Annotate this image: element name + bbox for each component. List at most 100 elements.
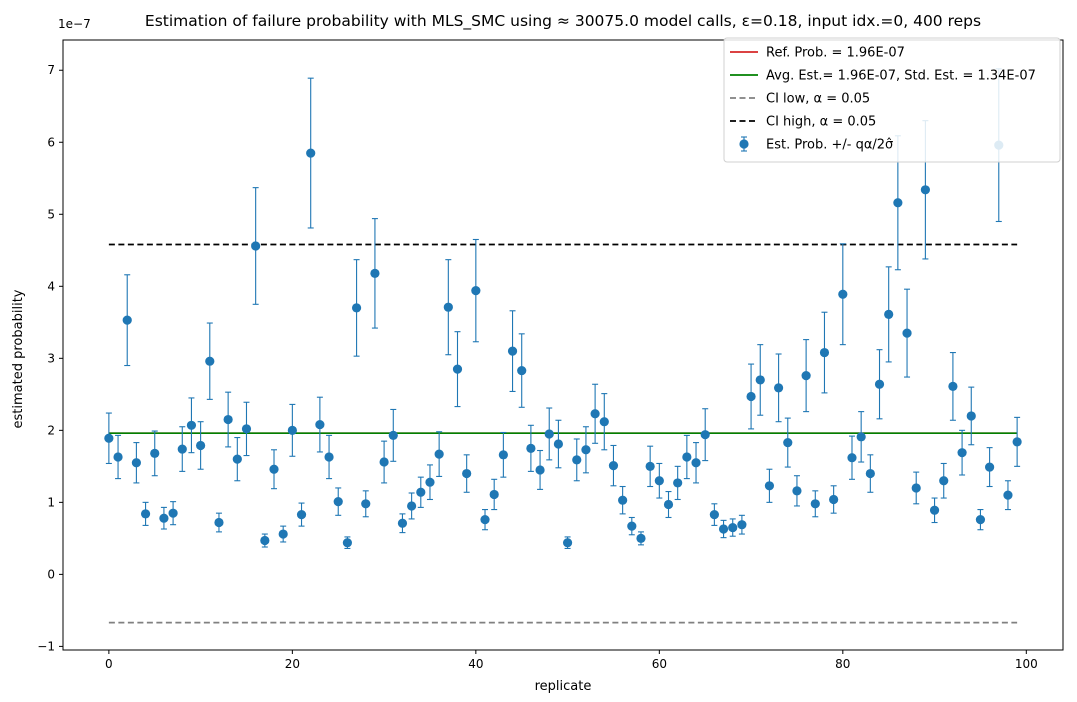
- legend-label: Ref. Prob. = 1.96E-07: [766, 46, 905, 61]
- data-point: [562, 538, 573, 548]
- data-point: [553, 439, 564, 449]
- data-point: [251, 241, 261, 251]
- data-point: [489, 489, 499, 500]
- chart-title: Estimation of failure probability with M…: [145, 12, 981, 31]
- data-point: [140, 509, 151, 519]
- data-point: [104, 433, 114, 443]
- legend-box: [723, 37, 1061, 163]
- data-point: [214, 517, 224, 528]
- data-point: [498, 450, 508, 460]
- data-point: [287, 425, 297, 435]
- data-point: [709, 510, 719, 520]
- data-point: [893, 198, 903, 208]
- data-point: [507, 346, 518, 356]
- data-point: [865, 468, 875, 479]
- data-point: [370, 268, 380, 278]
- data-point: [902, 328, 912, 338]
- x-tick-label: 20: [285, 657, 300, 671]
- data-point: [856, 432, 866, 442]
- data-point: [929, 505, 940, 515]
- data-point: [306, 148, 316, 158]
- data-point: [829, 494, 839, 505]
- data-point: [232, 454, 242, 464]
- data-point: [379, 457, 389, 467]
- y-tick-label: 0: [47, 567, 55, 581]
- data-point: [773, 383, 784, 393]
- data-point: [131, 458, 141, 468]
- legend-handle-marker: [739, 139, 749, 149]
- data-point: [205, 356, 215, 366]
- data-point: [425, 477, 435, 487]
- data-point: [948, 381, 958, 392]
- data-point: [388, 430, 398, 440]
- y-offset-label: 1e−7: [58, 17, 91, 31]
- y-tick-label: −1: [37, 639, 55, 653]
- data-point: [1012, 437, 1022, 447]
- data-point: [911, 483, 921, 493]
- y-tick-label: 4: [47, 279, 55, 293]
- data-point: [801, 371, 811, 381]
- data-point: [728, 522, 738, 533]
- data-point: [296, 510, 307, 520]
- data-point: [847, 453, 857, 463]
- data-point: [884, 309, 894, 319]
- data-point: [581, 445, 591, 455]
- legend-label: Est. Prob. +/- qα/2σ̂: [766, 138, 893, 153]
- data-point: [260, 535, 270, 546]
- x-tick-label: 60: [652, 657, 667, 671]
- data-point: [333, 497, 343, 507]
- data-point: [746, 391, 756, 402]
- data-point: [526, 443, 536, 453]
- plot-frame: [62, 39, 1064, 651]
- y-tick-label: 2: [47, 423, 55, 437]
- legend-label: CI low, α = 0.05: [766, 92, 870, 107]
- data-point: [517, 365, 527, 376]
- data-point: [471, 286, 481, 296]
- y-tick-label: 7: [47, 63, 55, 77]
- data-point: [177, 444, 187, 454]
- data-point: [764, 481, 775, 491]
- data-point: [618, 495, 628, 505]
- data-point: [462, 468, 472, 479]
- data-point: [737, 520, 747, 530]
- data-point: [241, 424, 252, 434]
- data-point: [838, 289, 848, 299]
- x-tick-label: 40: [468, 657, 483, 671]
- data-point: [874, 379, 885, 389]
- data-point: [718, 524, 729, 534]
- x-tick-label: 0: [105, 657, 113, 671]
- data-point: [535, 465, 545, 475]
- y-tick-label: 6: [47, 135, 55, 149]
- data-point: [168, 508, 178, 518]
- y-tick-label: 5: [47, 207, 55, 221]
- data-point: [673, 478, 683, 488]
- data-point: [159, 513, 169, 523]
- data-point: [351, 303, 362, 313]
- data-point: [654, 476, 664, 486]
- data-point: [186, 420, 197, 430]
- data-point: [196, 440, 206, 451]
- data-point: [682, 452, 692, 462]
- data-point: [920, 185, 930, 195]
- data-point: [783, 437, 793, 448]
- data-point: [663, 499, 674, 510]
- data-point: [113, 452, 123, 462]
- data-point: [480, 515, 490, 525]
- data-point: [608, 461, 619, 471]
- data-point: [627, 521, 637, 531]
- data-point: [434, 449, 444, 459]
- x-tick-label: 100: [1015, 657, 1038, 671]
- data-point: [324, 452, 334, 462]
- data-point: [315, 419, 325, 430]
- data-point: [819, 347, 830, 358]
- data-point: [452, 364, 463, 374]
- data-point: [407, 501, 417, 511]
- data-point: [122, 315, 132, 325]
- legend-label: CI high, α = 0.05: [766, 115, 876, 130]
- data-point: [397, 518, 408, 528]
- data-point: [1003, 490, 1013, 500]
- data-point: [966, 411, 976, 421]
- data-point: [269, 464, 279, 474]
- data-point: [636, 533, 646, 543]
